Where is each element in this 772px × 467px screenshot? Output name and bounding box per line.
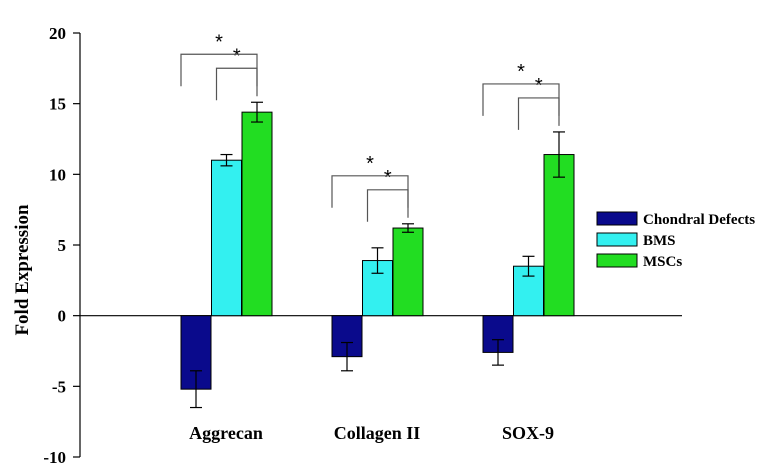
significance-label: * (517, 61, 525, 83)
legend-swatch (596, 211, 638, 226)
significance-label: * (366, 153, 374, 175)
y-tick-label: 20 (49, 24, 66, 43)
y-axis-title: Fold Expression (12, 204, 33, 336)
significance-bracket (331, 175, 409, 208)
bars (180, 111, 575, 390)
bar (241, 111, 273, 317)
significance-bracket (215, 67, 258, 101)
y-tick-label: 10 (49, 165, 66, 184)
significance-label: * (215, 31, 223, 53)
significance-bracket (517, 97, 560, 130)
y-tick-label: -10 (43, 448, 66, 467)
legend-swatch (596, 232, 638, 247)
bar (543, 154, 575, 317)
category-label: Collagen II (334, 423, 421, 443)
legend-label: Chondral Defects (643, 212, 755, 228)
significance-label: * (233, 45, 241, 67)
significance-brackets: * * * * * * (180, 31, 560, 222)
legend-swatch (596, 253, 638, 268)
legend-label: BMS (643, 233, 676, 249)
category-label: Aggrecan (189, 423, 263, 443)
significance-label: * (535, 75, 543, 97)
category-labels: Aggrecan Collagen II SOX-9 (189, 423, 554, 443)
category-label: SOX-9 (502, 423, 554, 443)
significance-bracket (482, 83, 560, 116)
y-tick-label: 5 (58, 236, 67, 255)
significance-label: * (384, 167, 392, 189)
y-tick-label: 15 (49, 95, 66, 114)
legend-label: MSCs (643, 254, 682, 270)
bar (392, 227, 424, 317)
significance-bracket (180, 53, 258, 87)
y-tick-label: 0 (58, 307, 67, 326)
bar (211, 159, 242, 317)
legend: Chondral Defects BMS MSCs (596, 211, 755, 270)
axes: -10 -5 0 5 10 15 20 Fold Expression (12, 24, 682, 467)
y-tick-label: -5 (52, 377, 66, 396)
error-bars (190, 101, 565, 409)
significance-bracket (366, 189, 409, 222)
